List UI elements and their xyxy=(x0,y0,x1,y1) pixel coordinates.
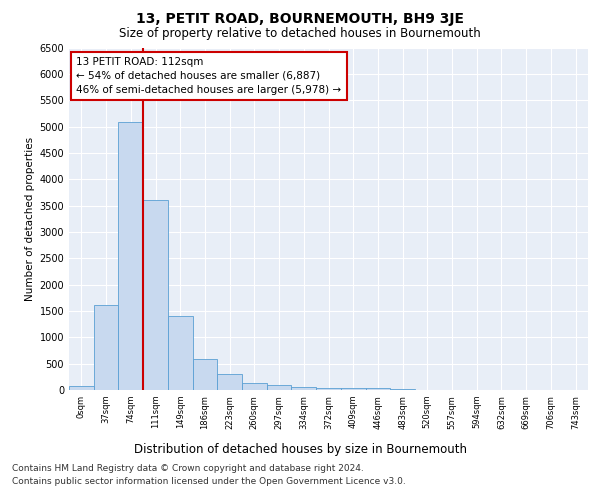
Bar xyxy=(118,122,143,390)
Bar xyxy=(316,388,341,390)
Text: Distribution of detached houses by size in Bournemouth: Distribution of detached houses by size … xyxy=(133,442,467,456)
Bar xyxy=(168,316,193,390)
Bar xyxy=(267,386,292,390)
Text: Contains HM Land Registry data © Crown copyright and database right 2024.: Contains HM Land Registry data © Crown c… xyxy=(12,464,364,473)
Text: 13 PETIT ROAD: 112sqm
← 54% of detached houses are smaller (6,887)
46% of semi-d: 13 PETIT ROAD: 112sqm ← 54% of detached … xyxy=(76,57,341,95)
Text: Size of property relative to detached houses in Bournemouth: Size of property relative to detached ho… xyxy=(119,28,481,40)
Bar xyxy=(193,359,217,390)
Bar xyxy=(365,388,390,390)
Bar xyxy=(143,200,168,390)
Bar xyxy=(217,374,242,390)
Bar xyxy=(341,388,365,390)
Bar xyxy=(242,382,267,390)
Text: 13, PETIT ROAD, BOURNEMOUTH, BH9 3JE: 13, PETIT ROAD, BOURNEMOUTH, BH9 3JE xyxy=(136,12,464,26)
Text: Contains public sector information licensed under the Open Government Licence v3: Contains public sector information licen… xyxy=(12,477,406,486)
Y-axis label: Number of detached properties: Number of detached properties xyxy=(25,136,35,301)
Bar xyxy=(292,388,316,390)
Bar xyxy=(94,304,118,390)
Bar xyxy=(69,386,94,390)
